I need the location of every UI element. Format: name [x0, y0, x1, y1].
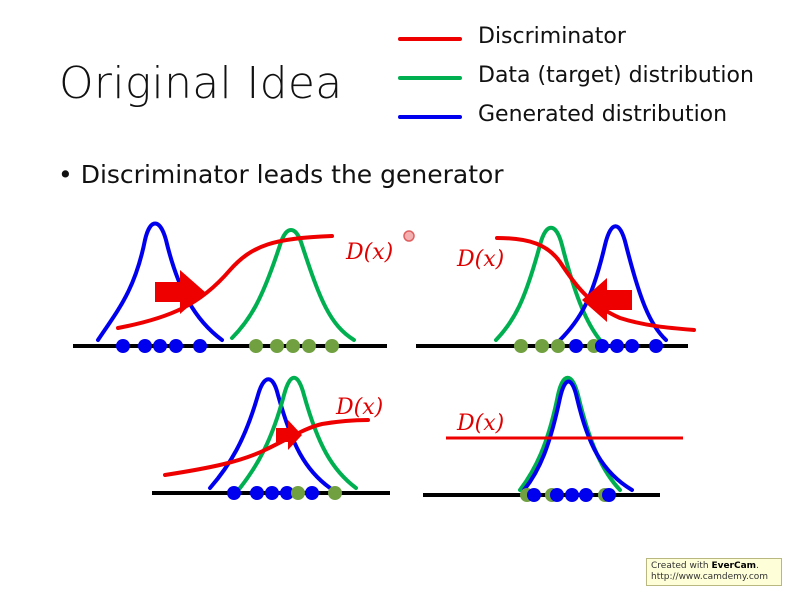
panel-bottom-right: D(x): [423, 375, 683, 502]
samples: [520, 488, 616, 502]
legend-label-generated-distribution: Generated distribution: [478, 102, 728, 127]
legend-label-data-distribution: Data (target) distribution: [478, 63, 754, 88]
legend-item-discriminator: Discriminator: [398, 22, 778, 52]
generated-distribution-curve: [522, 379, 634, 492]
data-samples: [249, 339, 339, 353]
discriminator-label: D(x): [345, 240, 393, 265]
cursor-marker: [403, 230, 415, 242]
discriminator-curve: [495, 236, 696, 332]
discriminator-curve: [163, 418, 370, 477]
arrow-right-icon: [276, 420, 302, 450]
slide-title: Original Idea: [59, 58, 343, 109]
generated-distribution-curve: [558, 224, 668, 342]
legend-label-discriminator: Discriminator: [478, 24, 626, 49]
data-distribution-curve: [230, 228, 356, 342]
watermark-suffix: .: [756, 561, 759, 571]
panel-top-right: D(x): [416, 224, 696, 353]
data-samples: [514, 339, 601, 353]
arrow-right-icon: [155, 270, 205, 314]
bullet-point: • Discriminator leads the generator: [58, 160, 504, 189]
discriminator-label: D(x): [456, 247, 504, 272]
legend-item-data-distribution: Data (target) distribution: [398, 61, 778, 91]
data-samples: [291, 486, 342, 500]
arrow-left-icon: [582, 278, 632, 322]
panel-bottom-left: D(x): [152, 375, 390, 500]
legend-swatch-discriminator: [398, 37, 462, 41]
generated-samples: [227, 486, 319, 500]
panel-top-left: D(x): [73, 221, 415, 353]
watermark-brand: EverCam: [711, 561, 757, 571]
discriminator-label: D(x): [335, 395, 383, 420]
legend-swatch-generated-distribution: [398, 115, 462, 119]
data-distribution-curve: [238, 375, 358, 490]
legend-item-generated-distribution: Generated distribution: [398, 100, 778, 130]
generated-samples: [116, 339, 207, 353]
watermark-prefix: Created with: [651, 561, 712, 571]
watermark-url: http://www.camdemy.com: [651, 572, 769, 582]
discriminator-label: D(x): [456, 411, 504, 436]
evercam-watermark[interactable]: Created with EverCam. http://www.camdemy…: [646, 558, 782, 586]
generated-samples: [569, 339, 663, 353]
legend-swatch-data-distribution: [398, 76, 462, 80]
generated-distribution-curve: [208, 377, 332, 490]
data-distribution-curve: [494, 225, 602, 342]
generated-distribution-curve: [96, 221, 224, 342]
discriminator-curve: [116, 234, 334, 330]
